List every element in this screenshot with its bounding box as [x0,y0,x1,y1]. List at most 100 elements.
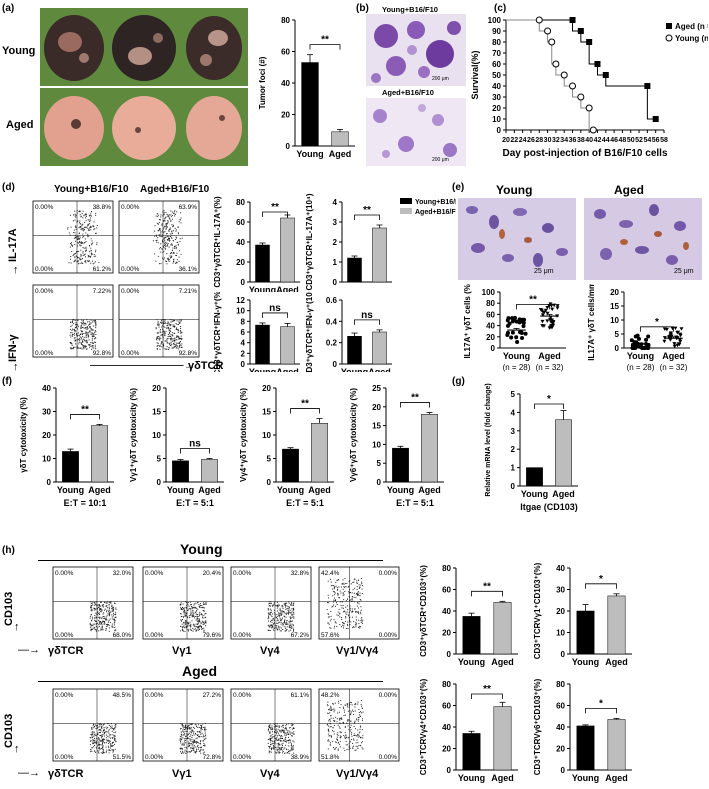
facs-event [179,342,181,344]
facs-event [180,620,182,622]
facs-event [288,626,290,628]
facs-event [354,734,356,736]
facs-event [191,606,193,608]
facs-event [328,597,330,599]
facs-event [77,238,79,240]
facs-event [327,748,329,750]
y-axis-label: CD3⁺TCRVγ4⁺CD103⁺(%) [419,678,428,775]
facs-event [174,325,176,327]
facs-event [283,611,285,613]
facs-event [283,729,285,731]
facs-event [167,257,169,259]
facs-event [102,747,104,749]
facs-event [165,236,167,238]
facs-event [180,327,182,329]
facs-event [327,739,329,741]
facs-event [181,626,183,628]
facs-event [191,731,193,733]
facs-frame [32,284,114,358]
facs-event [201,606,203,608]
facs-event [292,732,294,734]
facs-event [269,630,271,632]
facs-event [75,214,77,216]
facs-event [284,627,286,629]
facs-event [80,249,82,251]
facs-event [267,609,269,611]
facs-event [269,744,271,746]
facs-event [156,348,158,350]
facs-event [108,749,110,751]
facs-event [92,739,94,741]
facs-event [92,624,94,626]
facs-event [170,345,172,347]
y-axis-label: CD3⁺TCRVγ6⁺CD103⁺(%) [533,678,542,775]
facs-event [328,616,330,618]
facs-event [90,254,92,256]
facs-event [197,734,199,736]
facs-event [339,718,341,720]
facs-event [84,238,86,240]
facs-event [339,612,341,614]
facs-event [85,260,87,262]
facs-event [82,341,84,343]
facs-event [179,738,181,740]
facs-event [84,253,86,255]
facs-event [352,600,354,602]
facs-event [348,585,350,587]
facs-event [92,604,94,606]
sig-label: ** [411,392,419,403]
facs-event [345,612,347,614]
facs-event [108,728,110,730]
facs-event [275,725,277,727]
e-aged-title: Aged [614,183,644,197]
facs-event [88,339,90,341]
quadrant-ul: 0.00% [121,204,140,211]
facs-event [162,322,164,324]
facs-event [157,223,159,225]
facs-event [181,627,183,629]
facs-event [108,730,110,732]
facs-event [171,230,173,232]
facs-event [85,335,87,337]
facs-event [111,727,113,729]
facs-event [290,626,292,628]
facs-event [109,734,111,736]
facs-event [276,725,278,727]
facs-event [79,334,81,336]
facs-event [96,613,98,615]
facs-event [75,253,77,255]
facs-event [78,326,80,328]
facs-event [70,326,72,328]
y-tick-label: 5 [157,455,162,464]
facs-event [178,320,180,322]
quadrant-ur: 20.4% [203,570,222,577]
facs-event [110,727,112,729]
facs-event [167,323,169,325]
facs-event [328,708,330,710]
facs-event [193,614,195,616]
facs-event [113,739,115,741]
quadrant-ur: 32.8% [291,570,310,577]
facs-event [270,602,272,604]
quadrant-ll: 0.00% [55,632,74,639]
facs-event [83,344,85,346]
facs-event [115,611,117,613]
facs-event [270,609,272,611]
facs-event [75,327,77,329]
y-tick-label: 60 [492,60,501,69]
facs-event [354,706,356,708]
facs-event [185,623,187,625]
facs-event [158,335,160,337]
facs-event [288,742,290,744]
facs-event [190,614,192,616]
facs-event [156,239,158,241]
facs-event [98,723,100,725]
facs-event [338,609,340,611]
sig-bracket [471,693,503,699]
facs-event [95,623,97,625]
facs-event [270,740,272,742]
facs-event [285,616,287,618]
facs-event [90,212,92,214]
y-tick-label: 25 [372,384,381,393]
